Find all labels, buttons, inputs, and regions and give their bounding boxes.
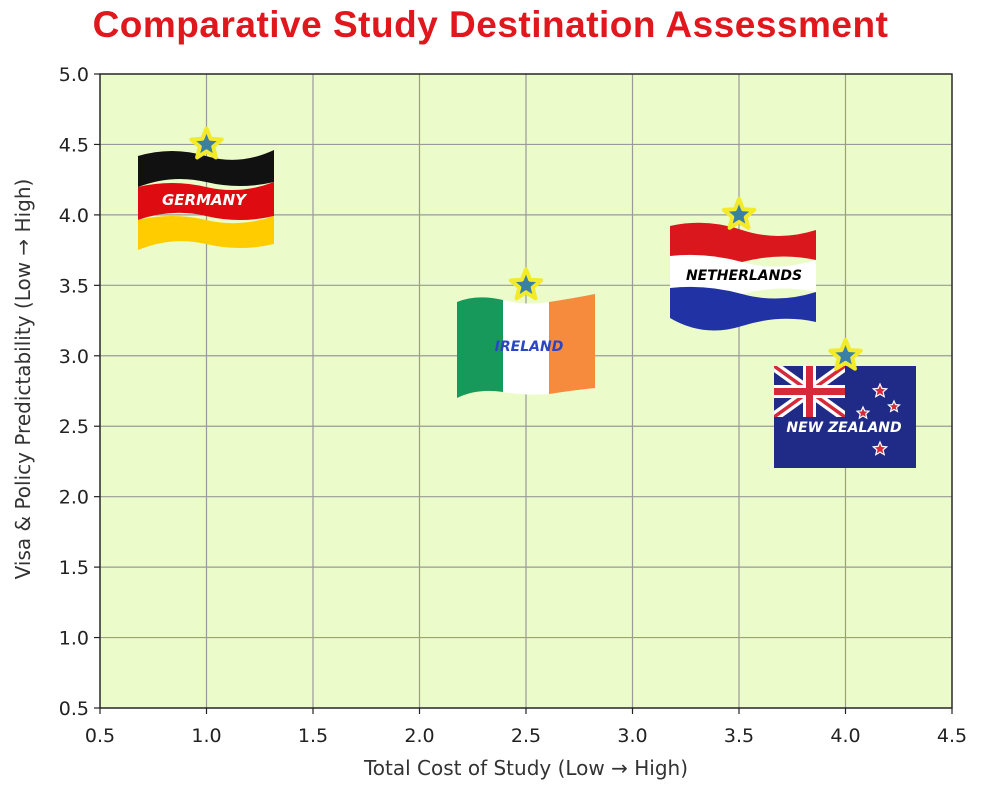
x-tick-label: 0.5 [85,725,115,747]
new-zealand-flag-icon: NEW ZEALAND [774,366,916,468]
x-axis-label: Total Cost of Study (Low → High) [363,756,688,780]
y-axis-label: Visa & Policy Predictability (Low → High… [11,179,35,580]
y-tick-label: 4.0 [59,205,89,227]
x-tick-label: 3.0 [617,725,647,747]
x-tick-label: 1.0 [191,725,221,747]
new-zealand-label: NEW ZEALAND [786,420,901,436]
y-tick-label: 1.5 [59,557,89,579]
chart-title: Comparative Study Destination Assessment [92,4,889,45]
x-tick-label: 1.5 [298,725,328,747]
y-tick-label: 2.5 [59,416,89,438]
star-marker [508,267,544,301]
markers [189,126,863,371]
x-tick-label: 3.5 [724,725,754,747]
y-tick-label: 4.5 [59,134,89,156]
y-tick-label: 3.5 [59,275,89,297]
germany-flag-icon: GERMANY [138,150,274,250]
plot-frame [99,73,953,709]
y-tick-label: 5.0 [59,64,89,86]
x-tick-label: 2.5 [511,725,541,747]
netherlands-label: NETHERLANDS [686,268,802,284]
netherlands-flag-icon: NETHERLANDS [670,222,816,331]
star-marker [828,337,863,371]
y-tick-label: 2.0 [59,487,89,509]
y-tick-label: 1.0 [59,628,89,650]
germany-label: GERMANY [162,191,248,209]
y-tick-label: 0.5 [59,698,89,720]
ireland-flag-icon: IRELAND [457,294,595,398]
y-tick-label: 3.0 [59,346,89,368]
x-tick-label: 4.0 [830,725,860,747]
star-marker [721,196,757,230]
x-tick-label: 4.5 [937,725,967,747]
axes: 0.5 1.0 1.5 2.0 2.5 3.0 3.5 4.0 4.5 0.5 1.0 1.5 2.0 2… [11,64,967,780]
x-tick-label: 2.0 [404,725,434,747]
star-marker [189,126,224,160]
ireland-label: IRELAND [495,339,564,355]
